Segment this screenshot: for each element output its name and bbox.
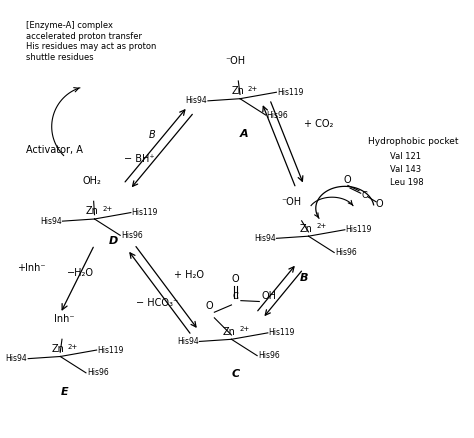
Text: Zn: Zn <box>52 344 64 354</box>
Text: − BH⁺: − BH⁺ <box>124 154 155 164</box>
Text: His94: His94 <box>185 96 207 106</box>
Text: His119: His119 <box>98 346 124 354</box>
Text: Zn: Zn <box>231 86 244 96</box>
Text: Hydrophobic pocket: Hydrophobic pocket <box>368 137 459 146</box>
Text: Zn: Zn <box>86 206 99 216</box>
Text: 2+: 2+ <box>68 344 78 350</box>
Text: His94: His94 <box>6 354 27 363</box>
Text: E: E <box>61 387 68 396</box>
Text: − HCO₃⁻: − HCO₃⁻ <box>136 298 178 308</box>
Text: B: B <box>300 273 309 283</box>
Text: Leu 198: Leu 198 <box>390 178 423 187</box>
Text: His96: His96 <box>121 231 143 240</box>
Text: His119: His119 <box>132 208 158 217</box>
Text: C: C <box>232 369 240 379</box>
Text: His94: His94 <box>40 217 62 226</box>
Text: Inh⁻: Inh⁻ <box>55 314 75 324</box>
Text: His96: His96 <box>87 368 109 377</box>
Text: OH₂: OH₂ <box>83 176 102 186</box>
Text: His96: His96 <box>335 248 357 257</box>
Text: His119: His119 <box>269 328 295 337</box>
Text: Val 143: Val 143 <box>390 165 421 174</box>
Text: His94: His94 <box>177 337 199 346</box>
Text: His119: His119 <box>277 88 304 97</box>
Text: 2+: 2+ <box>248 86 258 92</box>
Text: O: O <box>232 274 239 284</box>
Text: [Enzyme-A] complex
accelerated proton transfer
His residues may act as proton
sh: [Enzyme-A] complex accelerated proton tr… <box>26 21 156 62</box>
Text: His94: His94 <box>254 234 275 243</box>
Text: D: D <box>109 236 118 246</box>
Text: O: O <box>343 175 351 185</box>
Text: + H₂O: + H₂O <box>173 270 204 280</box>
Text: ⁻OH: ⁻OH <box>281 198 301 208</box>
Text: ⁻OH: ⁻OH <box>226 56 246 66</box>
Text: −H₂O: −H₂O <box>67 268 94 278</box>
Text: 2+: 2+ <box>239 326 249 332</box>
Text: His119: His119 <box>346 225 372 234</box>
Text: O: O <box>375 199 383 209</box>
Text: C: C <box>361 191 367 200</box>
Text: + CO₂: + CO₂ <box>304 120 334 130</box>
Text: 2+: 2+ <box>102 206 112 212</box>
Text: A: A <box>240 129 249 139</box>
Text: Zn: Zn <box>300 224 313 233</box>
Text: His96: His96 <box>258 351 280 360</box>
Text: +Inh⁻: +Inh⁻ <box>18 263 46 273</box>
Text: 2+: 2+ <box>316 223 327 230</box>
Text: C: C <box>233 292 239 300</box>
Text: Val 121: Val 121 <box>390 152 421 161</box>
Text: B: B <box>149 130 155 140</box>
Text: Activator, A: Activator, A <box>26 145 83 155</box>
Text: Zn: Zn <box>223 327 236 337</box>
Text: His96: His96 <box>266 110 288 120</box>
Text: OH: OH <box>262 291 276 300</box>
Text: O: O <box>205 301 213 311</box>
